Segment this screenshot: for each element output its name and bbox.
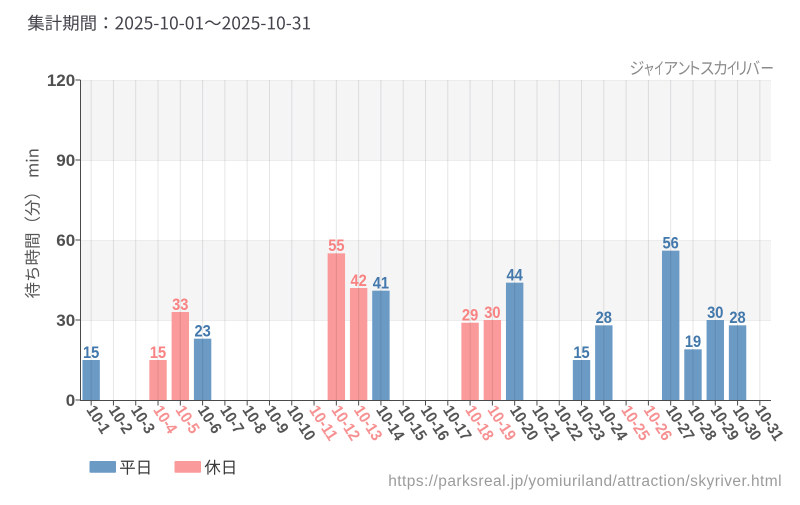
svg-text:60: 60 bbox=[56, 231, 75, 250]
svg-text:29: 29 bbox=[462, 305, 478, 324]
svg-text:33: 33 bbox=[172, 295, 188, 314]
svg-text:42: 42 bbox=[350, 271, 366, 290]
svg-text:15: 15 bbox=[573, 343, 589, 362]
svg-text:30: 30 bbox=[707, 303, 723, 322]
svg-text:28: 28 bbox=[596, 308, 612, 327]
svg-text:90: 90 bbox=[56, 151, 75, 170]
svg-text:28: 28 bbox=[729, 308, 745, 327]
svg-text:41: 41 bbox=[373, 273, 389, 292]
svg-text:0: 0 bbox=[66, 391, 75, 410]
svg-text:19: 19 bbox=[685, 332, 701, 351]
svg-text:44: 44 bbox=[507, 265, 524, 284]
svg-text:23: 23 bbox=[194, 321, 210, 340]
svg-text:55: 55 bbox=[328, 236, 344, 255]
svg-text:30: 30 bbox=[56, 311, 75, 330]
svg-text:15: 15 bbox=[83, 343, 99, 362]
svg-text:30: 30 bbox=[484, 303, 500, 322]
svg-text:15: 15 bbox=[150, 343, 166, 362]
svg-text:56: 56 bbox=[663, 233, 679, 252]
svg-text:https://parksreal.jp/yomiurila: https://parksreal.jp/yomiuriland/attract… bbox=[388, 473, 782, 490]
svg-text:120: 120 bbox=[47, 71, 75, 90]
